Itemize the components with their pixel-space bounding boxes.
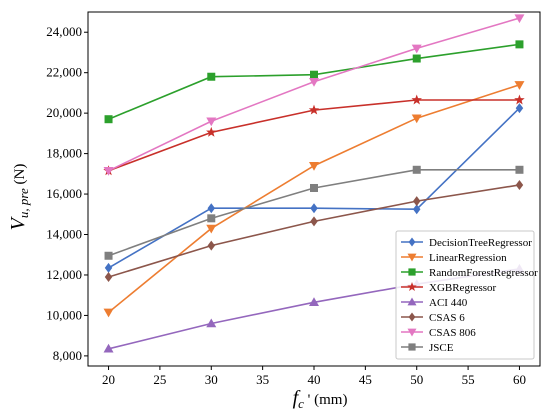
- data-point: [515, 179, 524, 190]
- data-point: [514, 81, 525, 90]
- x-tick-label: 45: [359, 372, 372, 387]
- legend-label: XGBRegressor: [429, 282, 497, 294]
- data-point: [515, 165, 524, 174]
- legend-label: CSAS 6: [429, 312, 465, 324]
- data-point: [309, 161, 319, 171]
- data-point: [207, 240, 216, 251]
- data-point: [411, 44, 422, 54]
- series-5: [104, 179, 524, 282]
- data-point: [412, 204, 421, 215]
- series-0: [104, 103, 524, 273]
- data-point: [309, 78, 319, 87]
- data-point: [104, 115, 113, 124]
- legend-label: LinearRegression: [429, 252, 507, 264]
- data-point: [412, 54, 421, 63]
- y-tick-label: 22,000: [46, 65, 82, 80]
- axes: 20 25 30 35 40 45 50 55 60 8,000 10,000 12,000 14,00…: [46, 24, 526, 387]
- data-point: [310, 216, 318, 227]
- y-tick-label: 14,000: [46, 227, 82, 242]
- data-point: [310, 70, 318, 79]
- legend-entry: XGBRegressor: [401, 282, 497, 294]
- data-point: [206, 117, 217, 127]
- legend-box: [395, 230, 535, 360]
- series-2: [104, 40, 524, 124]
- y-tick-label: 8,000: [53, 348, 82, 363]
- y-tick-label: 10,000: [46, 307, 82, 322]
- legend-marker: [408, 237, 416, 247]
- legend-entry: DecisionTreeRegressor: [401, 237, 532, 249]
- x-tick-label: 35: [256, 372, 269, 387]
- legend-marker: [408, 268, 416, 276]
- legend-entry: ACI 440: [401, 297, 468, 309]
- data-point: [104, 271, 113, 282]
- data-point: [308, 104, 320, 115]
- legend: DecisionTreeRegressor LinearRegression Ran…: [395, 230, 538, 360]
- data-point: [514, 14, 525, 24]
- x-tick-label: 30: [205, 372, 218, 387]
- data-point: [206, 318, 217, 328]
- legend-entry: RandomForestRegressor: [401, 267, 538, 279]
- data-point: [412, 165, 421, 174]
- data-point: [206, 126, 217, 137]
- data-point: [411, 114, 422, 124]
- y-tick-label: 20,000: [46, 105, 82, 120]
- series-7: [104, 165, 524, 260]
- x-tick-label: 55: [462, 372, 475, 387]
- data-point: [310, 183, 318, 192]
- legend-entry: CSAS 6: [401, 312, 465, 324]
- legend-entry: CSAS 806: [401, 327, 476, 339]
- legend-label: DecisionTreeRegressor: [429, 237, 532, 249]
- data-point: [103, 167, 114, 176]
- x-axis-title: fc ' (mm): [293, 387, 348, 411]
- data-point: [207, 72, 216, 81]
- legend-label: RandomForestRegressor: [429, 267, 538, 279]
- data-point: [310, 203, 318, 214]
- y-tick-label: 12,000: [46, 267, 82, 282]
- legend-entry: LinearRegression: [401, 252, 507, 264]
- y-axis-title: Vu, pre (N): [7, 164, 31, 231]
- data-point: [515, 103, 524, 114]
- legend-marker: [407, 297, 417, 306]
- data-point: [207, 214, 216, 223]
- legend-entry: JSCE: [401, 342, 454, 354]
- y-tick-label: 18,000: [46, 146, 82, 161]
- y-tick-label: 16,000: [46, 186, 82, 201]
- legend-marker: [407, 282, 417, 291]
- data-point: [411, 94, 422, 105]
- legend-marker: [407, 328, 417, 337]
- x-tick-label: 40: [308, 372, 321, 387]
- y-tick-label: 24,000: [46, 24, 82, 39]
- x-tick-label: 20: [102, 372, 115, 387]
- data-point: [412, 196, 421, 207]
- x-tick-label: 25: [153, 372, 166, 387]
- series-6: [103, 14, 525, 176]
- data-point: [104, 262, 113, 273]
- data-point: [515, 40, 524, 49]
- data-point: [207, 203, 216, 214]
- series-group: [103, 14, 525, 353]
- data-point: [103, 343, 114, 353]
- data-point: [103, 308, 114, 318]
- legend-label: ACI 440: [429, 297, 468, 309]
- legend-marker: [408, 343, 416, 351]
- data-point: [514, 94, 525, 105]
- legend-marker: [407, 253, 417, 262]
- data-point: [104, 251, 113, 260]
- x-tick-label: 60: [513, 372, 526, 387]
- legend-label: JSCE: [429, 342, 454, 354]
- legend-label: CSAS 806: [429, 327, 476, 339]
- data-point: [206, 224, 217, 234]
- data-point: [309, 297, 319, 307]
- legend-marker: [408, 312, 416, 322]
- x-tick-label: 50: [410, 372, 423, 387]
